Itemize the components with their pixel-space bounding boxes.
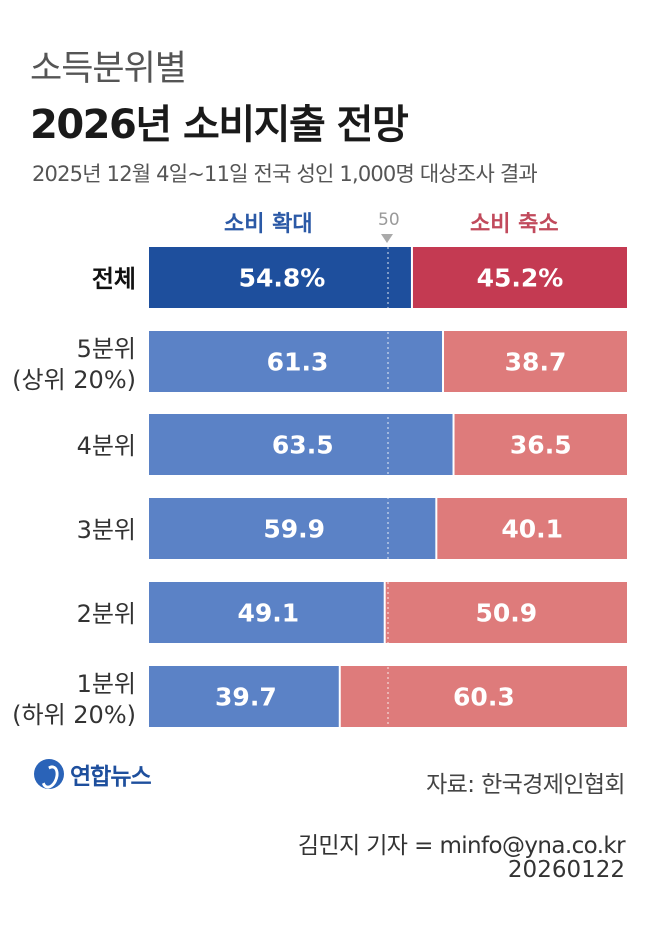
- category-sublabel: (상위 20%): [12, 366, 136, 394]
- bar-shrink: [385, 582, 627, 643]
- logo-text: 연합뉴스: [70, 764, 152, 790]
- reference-marker-icon: [381, 234, 393, 243]
- bar-shrink: [340, 666, 627, 727]
- bar-expand: [149, 331, 443, 392]
- legend-expand: 소비 확대: [224, 212, 313, 237]
- data-label-shrink: 40.1: [501, 515, 563, 544]
- reference-line-label: 50: [378, 210, 400, 230]
- yonhap-logo: 연합뉴스: [34, 757, 152, 791]
- category-label: 전체: [92, 265, 136, 293]
- category-label: 3분위: [77, 516, 136, 544]
- bar-expand: [149, 414, 453, 475]
- category-label: 1분위: [77, 670, 136, 698]
- reporter-credit: 김민지 기자 = minfo@yna.co.kr: [297, 833, 626, 859]
- data-label-shrink: 60.3: [453, 683, 515, 712]
- data-label-shrink: 50.9: [476, 599, 538, 628]
- bar-shrink: [412, 247, 627, 308]
- yonhap-logo-icon: [34, 759, 64, 789]
- source-note: 자료: 한국경제인협회: [426, 772, 626, 798]
- legend-shrink: 소비 축소: [470, 212, 559, 237]
- bar-expand: [149, 582, 384, 643]
- chart-subtitle: 2025년 12월 4일~11일 전국 성인 1,000명 대상조사 결과: [32, 162, 538, 186]
- bar-shrink: [437, 498, 627, 559]
- category-label: 5분위: [77, 335, 136, 363]
- chart-supertitle: 소득분위별: [30, 49, 187, 89]
- data-label-shrink: 36.5: [510, 431, 572, 460]
- category-label: 2분위: [77, 600, 136, 628]
- data-label-shrink: 45.2%: [477, 264, 564, 293]
- data-label-shrink: 38.7: [505, 348, 567, 377]
- chart-title: 2026년 소비지출 전망: [30, 102, 409, 148]
- bar-expand: [149, 247, 411, 308]
- data-label-expand: 63.5: [272, 431, 334, 460]
- data-label-expand: 39.7: [215, 683, 277, 712]
- publish-date: 20260122: [507, 857, 625, 883]
- bar-shrink: [454, 414, 627, 475]
- data-label-expand: 54.8%: [239, 264, 326, 293]
- bar-shrink: [444, 331, 627, 392]
- category-sublabel: (하위 20%): [12, 701, 136, 729]
- category-label: 4분위: [77, 432, 136, 460]
- bar-expand: [149, 666, 339, 727]
- data-label-expand: 59.9: [263, 515, 325, 544]
- data-label-expand: 61.3: [267, 348, 329, 377]
- data-label-expand: 49.1: [238, 599, 300, 628]
